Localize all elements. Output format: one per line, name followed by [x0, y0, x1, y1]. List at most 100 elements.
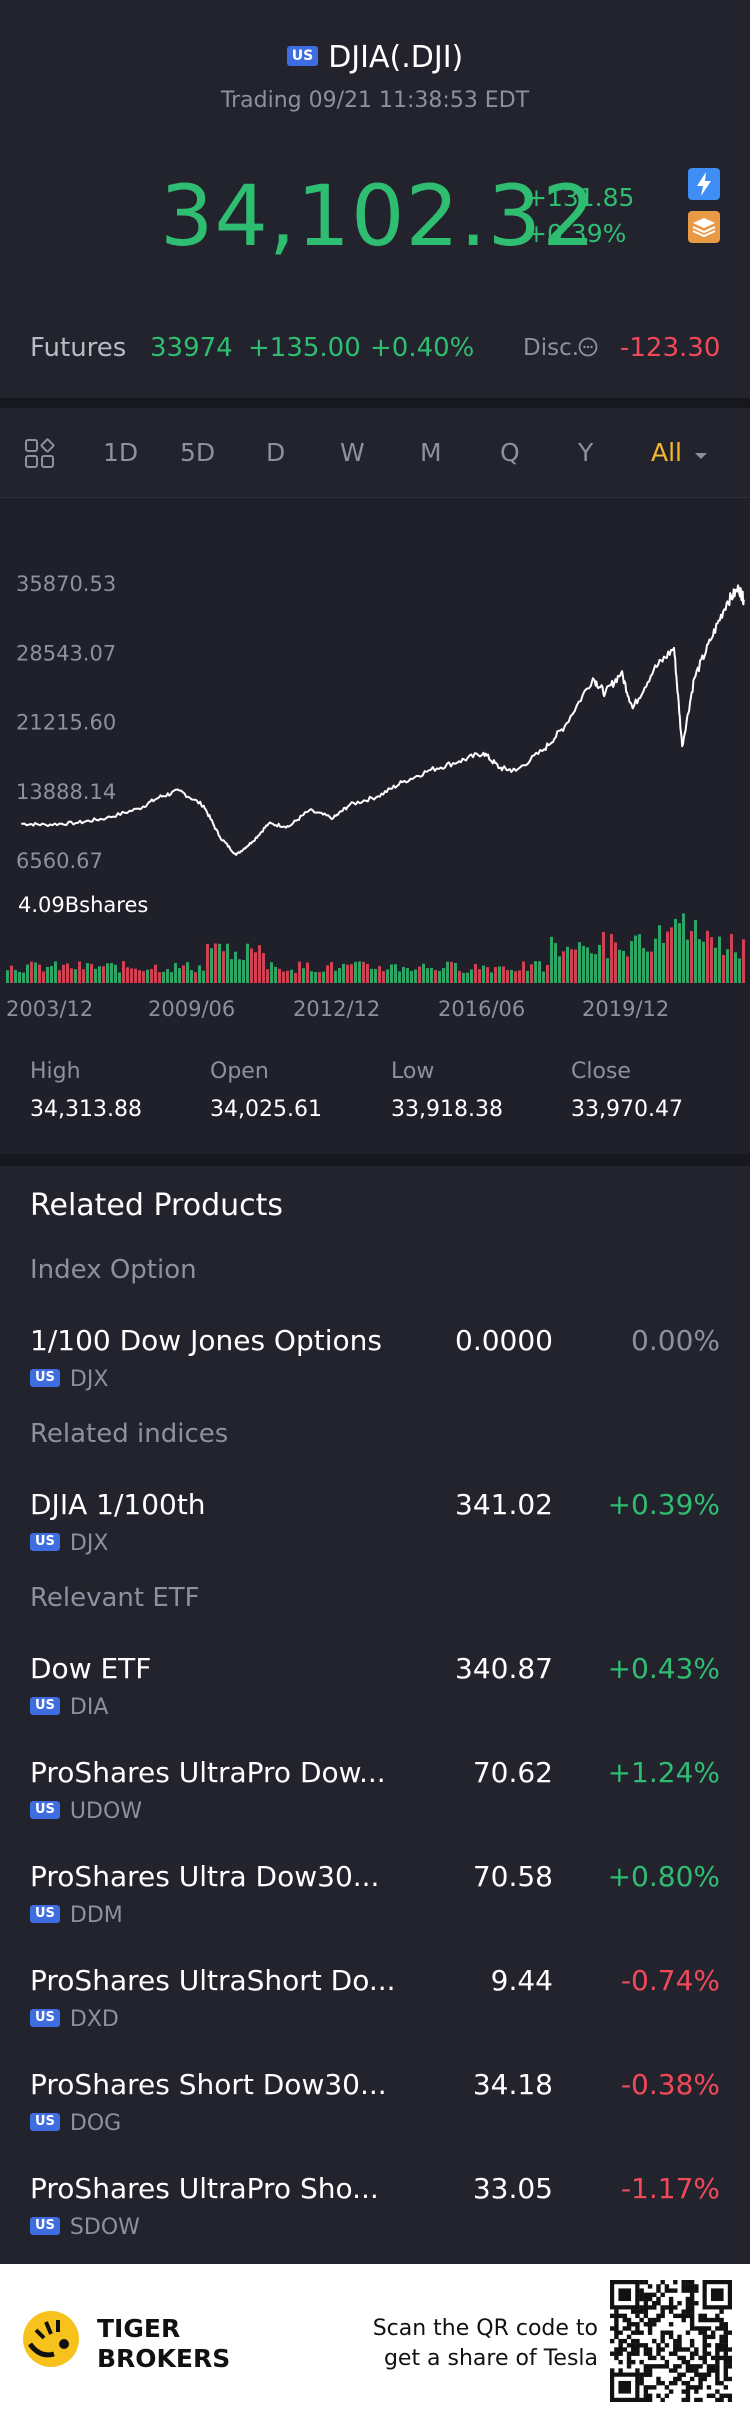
tab-all[interactable]: All: [651, 436, 708, 470]
qr-module: [702, 2334, 707, 2340]
tab-m[interactable]: M: [420, 438, 442, 467]
tab-y[interactable]: Y: [578, 438, 594, 467]
price-chart[interactable]: 35870.53 28543.07 21215.60 13888.14 6560.67 …: [0, 498, 750, 1020]
qr-module: [643, 2322, 649, 2327]
volume-bar: [530, 964, 533, 983]
product-row[interactable]: ProShares UltraShort Do... US DXD 9.44 -0…: [0, 1962, 750, 2052]
qr-module: [660, 2309, 665, 2314]
tab-1d[interactable]: 1D: [103, 438, 139, 467]
tab-q[interactable]: Q: [500, 438, 520, 467]
qr-module: [673, 2380, 678, 2386]
qr-module: [706, 2393, 712, 2398]
qr-module: [681, 2317, 686, 2323]
qr-module: [610, 2313, 615, 2319]
product-row[interactable]: DJIA 1/100th US DJX 341.02 +0.39%: [0, 1486, 750, 1576]
volume-bar: [58, 970, 61, 983]
qr-module: [639, 2343, 644, 2348]
qr-module: [689, 2355, 695, 2361]
volume-bar: [490, 972, 493, 983]
volume-bar: [66, 963, 69, 983]
qr-code[interactable]: [610, 2280, 733, 2403]
qr-module: [698, 2317, 703, 2323]
volume-bar: [222, 951, 225, 983]
qr-module: [652, 2355, 657, 2361]
qr-module: [723, 2334, 728, 2340]
tab-w[interactable]: W: [340, 438, 365, 467]
volume-bar: [614, 942, 617, 983]
volume-bar: [322, 971, 325, 983]
qr-module: [647, 2305, 653, 2310]
volume-bar: [130, 968, 133, 983]
product-row[interactable]: ProShares Ultra Dow30... US DDM 70.58 +0.…: [0, 1858, 750, 1948]
volume-bar: [302, 968, 305, 983]
ohlc-open-label: Open: [210, 1059, 269, 1084]
product-row[interactable]: ProShares UltraPro Sho... US SDOW 33.05 -…: [0, 2170, 750, 2260]
volume-bar: [246, 943, 249, 983]
lightning-icon[interactable]: [688, 168, 720, 200]
qr-module: [664, 2288, 670, 2293]
qr-module: [647, 2330, 653, 2335]
chart-layout-icon[interactable]: [24, 438, 56, 470]
tab-d[interactable]: D: [266, 438, 286, 467]
qr-module: [631, 2347, 636, 2352]
volume-bar: [134, 968, 137, 983]
qr-module: [668, 2296, 674, 2302]
volume-bar: [622, 950, 625, 983]
qr-module: [702, 2372, 707, 2377]
volume-bar: [734, 952, 737, 983]
qr-module: [715, 2372, 720, 2377]
qr-module: [685, 2280, 691, 2285]
layers-icon[interactable]: [688, 211, 720, 243]
qr-module: [681, 2347, 686, 2352]
qr-module: [668, 2322, 674, 2327]
product-row[interactable]: ProShares UltraPro Dow... US UDOW 70.62 +…: [0, 1754, 750, 1844]
product-row[interactable]: ProShares Short Dow30... US DOG 34.18 -0.…: [0, 2066, 750, 2156]
qr-module: [660, 2334, 665, 2340]
qr-module: [639, 2305, 644, 2310]
product-symbol-row: US DXD: [30, 2006, 119, 2034]
product-symbol: DJX: [69, 1367, 109, 1392]
qr-module: [694, 2372, 699, 2377]
market-badge: US: [30, 1533, 60, 1551]
qr-module: [702, 2326, 707, 2331]
product-symbol-row: US DIA: [30, 1694, 108, 1722]
volume-bar: [438, 970, 441, 983]
qr-module: [723, 2351, 728, 2356]
qr-module: [656, 2301, 661, 2306]
volume-bar: [722, 954, 725, 983]
qr-module: [622, 2326, 628, 2331]
qr-module: [677, 2376, 682, 2382]
qr-module: [631, 2351, 636, 2356]
qr-module: [685, 2364, 691, 2369]
volume-bar: [582, 945, 585, 983]
qr-module: [727, 2376, 733, 2382]
price-chart-svg[interactable]: 35870.5328543.0721215.6013888.146560.67 …: [0, 498, 750, 1020]
related-products-title: Related Products: [30, 1188, 284, 1223]
info-icon[interactable]: [577, 332, 599, 368]
product-row[interactable]: 1/100 Dow Jones Options US DJX 0.0000 0.0…: [0, 1322, 750, 1412]
product-name: Dow ETF: [30, 1652, 152, 1685]
page-title: DJIA(.DJI): [328, 40, 464, 75]
product-symbol: UDOW: [69, 1799, 143, 1824]
qr-module: [723, 2368, 728, 2373]
qr-module: [647, 2368, 653, 2373]
x-axis: 2003/12 2009/06 2012/12 2016/06 2019/12: [6, 997, 669, 1020]
tab-5d[interactable]: 5D: [180, 438, 216, 467]
qr-module: [639, 2372, 644, 2377]
ohlc-low-value: 33,918.38: [391, 1097, 503, 1122]
volume-bar: [566, 946, 569, 983]
volume-bar: [534, 961, 537, 983]
qr-module: [664, 2305, 670, 2310]
qr-module: [660, 2338, 665, 2344]
qr-module: [673, 2343, 678, 2348]
qr-module: [626, 2326, 632, 2331]
volume-bar: [250, 948, 253, 983]
volume-bar: [594, 954, 597, 983]
y-tick-label: 21215.60: [16, 711, 116, 735]
tiger-logo-icon: [20, 2308, 82, 2370]
volume-bar: [98, 966, 101, 983]
product-row[interactable]: Dow ETF US DIA 340.87 +0.43%: [0, 1650, 750, 1740]
volume-bar: [606, 958, 609, 983]
qr-module: [656, 2393, 661, 2398]
qr-module: [668, 2368, 674, 2373]
